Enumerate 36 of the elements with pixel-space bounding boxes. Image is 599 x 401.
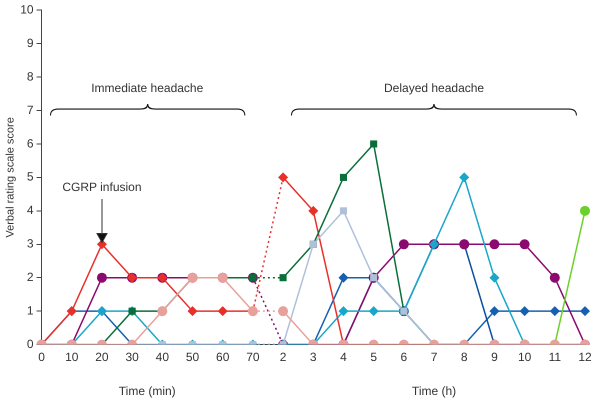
x-tick-label: 40 (156, 350, 170, 364)
text: Time (h) (412, 384, 456, 398)
annotation: Delayed headache (384, 81, 484, 96)
x-tick-label: 10 (65, 350, 79, 364)
y-tick-label: 10 (20, 2, 34, 17)
y-tick-label: 9 (26, 36, 34, 50)
x-tick-label: 4 (340, 350, 348, 364)
y-tick-label: 8 (26, 69, 34, 84)
y-tick-label: 6 (26, 136, 34, 150)
y-tick-label: 7 (26, 102, 34, 117)
x-tick-label: 50 (186, 350, 200, 364)
x-tick-label: 7 (430, 350, 438, 364)
x-tick-label: 70 (246, 350, 260, 364)
x-tick-label: 60 (216, 350, 230, 364)
x-tick-label: 11 (548, 350, 562, 364)
y-tick-label: 5 (26, 170, 34, 184)
y-tick-label: 3 (26, 236, 34, 251)
y-tick-label: 1 (26, 303, 34, 318)
x-tick-label: 6 (400, 350, 408, 364)
x-tick-label: 2 (280, 350, 287, 364)
x-tick-label: 9 (491, 350, 498, 364)
y-tick-label: 2 (26, 270, 34, 284)
x-tick-label: 5 (370, 350, 378, 364)
x-tick-label: 20 (95, 350, 109, 364)
x-tick-label: 10 (518, 350, 532, 364)
x-tick-label: 0 (38, 350, 46, 364)
x-tick-label: 8 (460, 350, 468, 364)
y-tick-label: 0 (26, 336, 34, 351)
x-tick-label: 12 (578, 350, 592, 364)
x-axis-title: Time (min) (118, 384, 176, 398)
y-tick-label: 4 (26, 203, 34, 218)
x-tick-label: 3 (310, 350, 317, 364)
x-tick-label: 30 (125, 350, 140, 364)
annotation: CGRP infusion (62, 180, 142, 194)
y-axis-title: Verbal rating scale score (4, 117, 17, 238)
annotation: Immediate headache (91, 81, 204, 96)
